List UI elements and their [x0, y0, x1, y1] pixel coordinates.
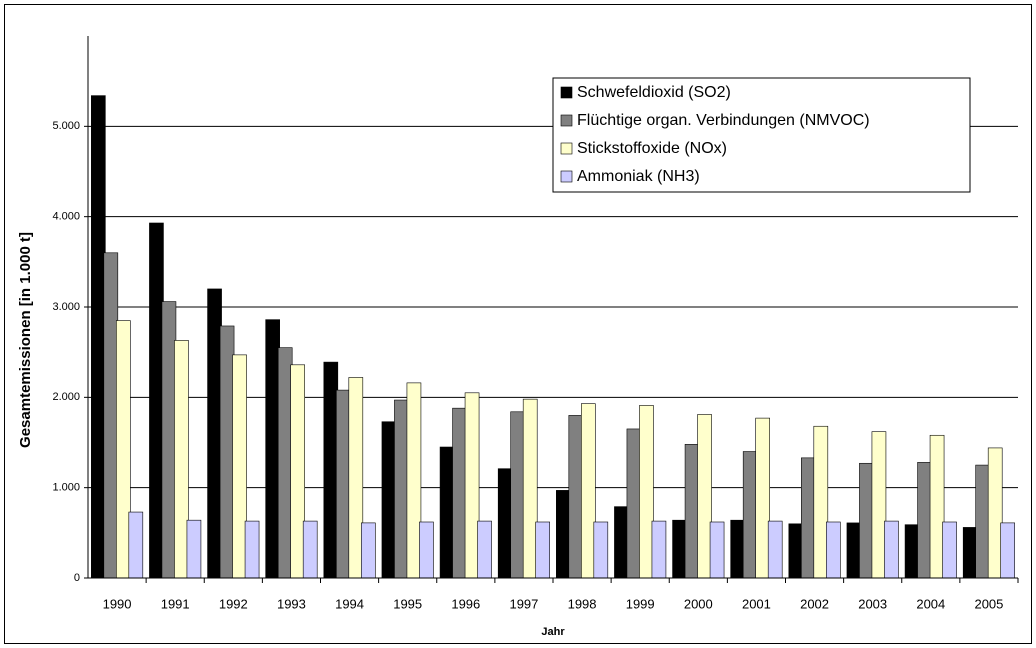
- x-tick-label: 1996: [451, 596, 480, 611]
- bar: [477, 520, 492, 579]
- x-tick-label: 1994: [335, 596, 364, 611]
- x-tick-label: 2002: [800, 596, 829, 611]
- bar: [510, 411, 525, 579]
- legend-swatch: [560, 114, 573, 127]
- bar: [497, 468, 513, 579]
- bar: [755, 417, 770, 579]
- bar: [697, 414, 712, 579]
- bar: [277, 347, 293, 579]
- y-tick-label: 1.000: [52, 482, 80, 494]
- bar: [290, 364, 305, 579]
- x-tick-label: 2003: [858, 596, 887, 611]
- bar: [859, 462, 874, 579]
- bar: [813, 425, 829, 579]
- bar: [464, 392, 480, 579]
- x-tick-label: 2004: [916, 596, 945, 611]
- bar: [244, 520, 260, 579]
- bar: [186, 519, 202, 579]
- legend-swatch: [560, 86, 573, 99]
- x-tick-label: 1992: [219, 596, 248, 611]
- bar: [767, 520, 783, 579]
- legend-label: Ammoniak (NH3): [577, 168, 700, 185]
- bar: [452, 407, 467, 579]
- x-tick-label: 1997: [509, 596, 538, 611]
- x-tick-label: 2000: [684, 596, 713, 611]
- bar: [556, 490, 571, 579]
- bar: [626, 428, 642, 579]
- legend-box: [552, 77, 971, 193]
- legend-label: Flüchtige organ. Verbindungen (NMVOC): [577, 112, 870, 129]
- bar: [788, 523, 804, 579]
- bar: [801, 457, 816, 579]
- legend-swatch: [560, 142, 573, 155]
- bar: [826, 521, 841, 579]
- bar: [406, 382, 422, 579]
- bar: [174, 340, 189, 579]
- bar: [1000, 522, 1015, 579]
- x-axis-title: Jahr: [541, 626, 565, 638]
- bar: [348, 377, 364, 579]
- bar: [709, 521, 725, 579]
- y-tick-label: 4.000: [52, 211, 80, 223]
- bar: [381, 421, 397, 579]
- bar: [323, 361, 339, 579]
- bar: [962, 527, 978, 579]
- bar: [91, 95, 106, 579]
- bar: [419, 521, 434, 579]
- bar: [593, 521, 609, 579]
- bar: [730, 519, 745, 579]
- bar: [975, 464, 990, 579]
- bar: [987, 447, 1003, 579]
- bar: [336, 389, 351, 579]
- x-tick-label: 1995: [393, 596, 422, 611]
- bar: [128, 511, 144, 579]
- y-tick-label: 5.000: [52, 120, 80, 132]
- bar: [672, 519, 687, 579]
- bar: [568, 415, 584, 579]
- bar: [581, 403, 596, 579]
- y-axis-title: Gesamtemissionen [in 1.000 t]: [17, 232, 34, 448]
- y-tick-label: 0: [74, 572, 80, 584]
- bar: [871, 431, 887, 579]
- bar: [942, 521, 957, 579]
- bar: [207, 288, 222, 579]
- bar: [884, 520, 899, 579]
- bar: [103, 252, 119, 579]
- bar: [394, 399, 409, 579]
- bar: [535, 521, 550, 579]
- bar: [232, 354, 247, 579]
- legend-swatch: [560, 170, 573, 183]
- x-tick-label: 1998: [568, 596, 597, 611]
- bar: [219, 325, 235, 579]
- bar: [639, 405, 654, 579]
- x-tick-label: 1990: [103, 596, 132, 611]
- x-tick-label: 2001: [742, 596, 771, 611]
- bar: [614, 506, 629, 579]
- legend-label: Schwefeldioxid (SO2): [577, 84, 731, 101]
- bar: [161, 301, 177, 579]
- bar: [929, 434, 945, 579]
- bar: [116, 320, 131, 579]
- y-tick-label: 3.000: [52, 301, 80, 313]
- bar: [361, 522, 376, 579]
- y-tick-label: 2.000: [52, 391, 80, 403]
- bar: [846, 522, 862, 579]
- bar: [302, 520, 318, 579]
- bar: [265, 319, 280, 579]
- bar: [742, 451, 758, 579]
- bar: [149, 222, 164, 579]
- bar: [904, 524, 920, 579]
- x-tick-label: 1999: [626, 596, 655, 611]
- bar: [917, 462, 932, 579]
- x-tick-label: 1993: [277, 596, 306, 611]
- bar: [651, 520, 667, 579]
- bar: [684, 444, 700, 579]
- bar: [439, 446, 455, 579]
- x-tick-label: 1991: [161, 596, 190, 611]
- legend-label: Stickstoffoxide (NOx): [577, 140, 727, 157]
- x-tick-label: 2005: [974, 596, 1003, 611]
- bar: [522, 398, 538, 579]
